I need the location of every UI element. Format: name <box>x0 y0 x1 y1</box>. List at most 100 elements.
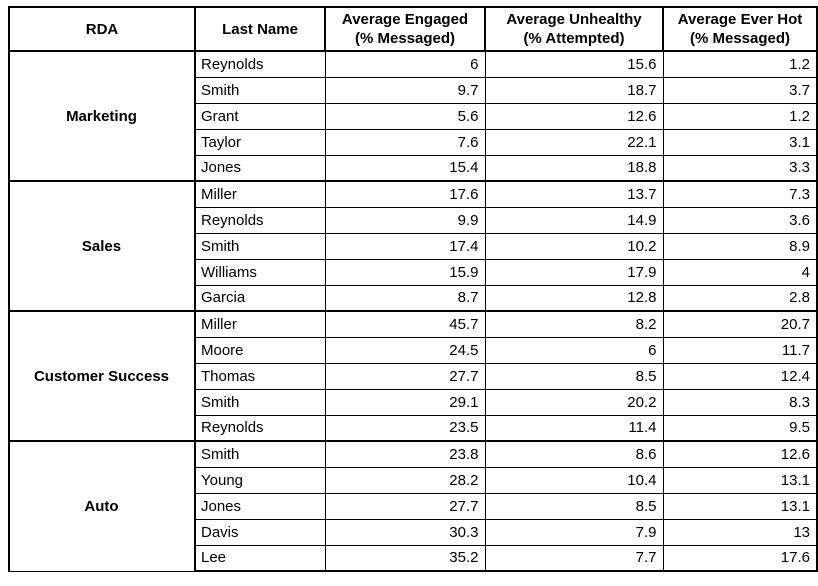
average-unhealthy-cell: 7.9 <box>484 518 664 546</box>
header-average-engaged: Average Engaged (% Messaged) <box>324 6 486 52</box>
table-body: Marketing Reynolds 6 15.6 1.2 Smith 9.7 18.7 3.7… <box>8 50 818 572</box>
header-average-ever-hot-line2: (% Messaged) <box>689 30 791 47</box>
header-last-name: Last Name <box>194 6 326 52</box>
header-average-ever-hot-line1: Average Ever Hot <box>677 11 803 28</box>
average-ever-hot-cell: 7.3 <box>662 180 818 208</box>
average-ever-hot-cell: 13 <box>662 518 818 546</box>
average-ever-hot-cell: 13.1 <box>662 466 818 494</box>
average-ever-hot-cell: 17.6 <box>662 544 818 572</box>
average-unhealthy-cell: 12.6 <box>484 102 664 130</box>
average-engaged-cell: 17.4 <box>324 232 486 260</box>
table-row: Grant 5.6 12.6 1.2 <box>9 102 818 130</box>
average-unhealthy-cell: 8.2 <box>484 310 664 338</box>
average-engaged-cell: 30.3 <box>324 518 486 546</box>
average-engaged-cell: 23.8 <box>324 440 486 468</box>
average-unhealthy-cell: 18.8 <box>484 154 664 182</box>
average-unhealthy-cell: 7.7 <box>484 544 664 572</box>
rda-group-cell: Auto <box>8 440 196 572</box>
average-ever-hot-cell: 12.4 <box>662 362 818 390</box>
last-name-cell: Miller <box>194 180 326 208</box>
average-engaged-cell: 8.7 <box>324 284 486 312</box>
last-name-cell: Young <box>194 466 326 494</box>
average-unhealthy-cell: 13.7 <box>484 180 664 208</box>
average-unhealthy-cell: 6 <box>484 336 664 364</box>
last-name-cell: Lee <box>194 544 326 572</box>
average-ever-hot-cell: 20.7 <box>662 310 818 338</box>
last-name-cell: Jones <box>194 492 326 520</box>
header-average-engaged-line1: Average Engaged <box>341 11 469 28</box>
rda-group-cell: Customer Success <box>8 310 196 442</box>
average-ever-hot-cell: 3.1 <box>662 128 818 156</box>
average-ever-hot-cell: 8.9 <box>662 232 818 260</box>
average-ever-hot-cell: 3.3 <box>662 154 818 182</box>
data-table: RDA Last Name Average Engaged (% Message… <box>8 6 818 572</box>
average-ever-hot-cell: 3.7 <box>662 76 818 104</box>
average-ever-hot-cell: 12.6 <box>662 440 818 468</box>
table-row: Sales Miller 17.6 13.7 7.3 <box>8 180 818 312</box>
average-engaged-cell: 28.2 <box>324 466 486 494</box>
last-name-cell: Taylor <box>194 128 326 156</box>
average-engaged-cell: 7.6 <box>324 128 486 156</box>
last-name-cell: Jones <box>194 154 326 182</box>
average-engaged-cell: 27.7 <box>324 492 486 520</box>
average-ever-hot-cell: 1.2 <box>662 50 818 78</box>
average-engaged-cell: 6 <box>324 50 486 78</box>
table-row: Williams 15.9 17.9 4 <box>9 258 818 286</box>
average-engaged-cell: 35.2 <box>324 544 486 572</box>
header-average-unhealthy-line2: (% Attempted) <box>523 30 625 47</box>
table-row: Taylor 7.6 22.1 3.1 <box>9 128 818 156</box>
average-ever-hot-cell: 3.6 <box>662 206 818 234</box>
rda-group-cell: Marketing <box>8 50 196 182</box>
table-row: Lee 35.2 7.7 17.6 <box>9 544 818 572</box>
average-engaged-cell: 9.7 <box>324 76 486 104</box>
average-engaged-cell: 17.6 <box>324 180 486 208</box>
last-name-cell: Smith <box>194 440 326 468</box>
header-average-engaged-line2: (% Messaged) <box>354 30 456 47</box>
average-engaged-cell: 9.9 <box>324 206 486 234</box>
table-row: Smith 17.4 10.2 8.9 <box>9 232 818 260</box>
average-ever-hot-cell: 4 <box>662 258 818 286</box>
table-row: Young 28.2 10.4 13.1 <box>9 466 818 494</box>
last-name-cell: Smith <box>194 76 326 104</box>
average-unhealthy-cell: 18.7 <box>484 76 664 104</box>
table-row: Jones 15.4 18.8 3.3 <box>9 154 818 182</box>
average-unhealthy-cell: 10.2 <box>484 232 664 260</box>
average-unhealthy-cell: 11.4 <box>484 414 664 442</box>
average-engaged-cell: 45.7 <box>324 310 486 338</box>
last-name-cell: Davis <box>194 518 326 546</box>
average-engaged-cell: 15.4 <box>324 154 486 182</box>
last-name-cell: Reynolds <box>194 206 326 234</box>
table-row: Customer Success Miller 45.7 8.2 20.7 <box>8 310 818 442</box>
last-name-cell: Grant <box>194 102 326 130</box>
table-row: Reynolds 23.5 11.4 9.5 <box>9 414 818 442</box>
header-row: RDA Last Name Average Engaged (% Message… <box>8 6 818 52</box>
average-ever-hot-cell: 8.3 <box>662 388 818 416</box>
last-name-cell: Smith <box>194 232 326 260</box>
average-ever-hot-cell: 13.1 <box>662 492 818 520</box>
header-average-ever-hot: Average Ever Hot (% Messaged) <box>662 6 818 52</box>
table-row: Marketing Reynolds 6 15.6 1.2 <box>8 50 818 182</box>
average-ever-hot-cell: 2.8 <box>662 284 818 312</box>
average-ever-hot-cell: 11.7 <box>662 336 818 364</box>
last-name-cell: Williams <box>194 258 326 286</box>
header-average-unhealthy: Average Unhealthy (% Attempted) <box>484 6 664 52</box>
table-row: Auto Smith 23.8 8.6 12.6 <box>8 440 818 572</box>
average-unhealthy-cell: 17.9 <box>484 258 664 286</box>
average-engaged-cell: 29.1 <box>324 388 486 416</box>
last-name-cell: Thomas <box>194 362 326 390</box>
last-name-cell: Garcia <box>194 284 326 312</box>
average-engaged-cell: 24.5 <box>324 336 486 364</box>
header-rda: RDA <box>8 6 196 52</box>
table-row: Davis 30.3 7.9 13 <box>9 518 818 546</box>
average-unhealthy-cell: 8.5 <box>484 492 664 520</box>
last-name-cell: Miller <box>194 310 326 338</box>
table-container: RDA Last Name Average Engaged (% Message… <box>8 6 818 572</box>
average-unhealthy-cell: 14.9 <box>484 206 664 234</box>
header-average-unhealthy-line1: Average Unhealthy <box>506 11 642 28</box>
average-unhealthy-cell: 8.5 <box>484 362 664 390</box>
average-engaged-cell: 15.9 <box>324 258 486 286</box>
average-unhealthy-cell: 10.4 <box>484 466 664 494</box>
average-unhealthy-cell: 15.6 <box>484 50 664 78</box>
last-name-cell: Moore <box>194 336 326 364</box>
average-unhealthy-cell: 22.1 <box>484 128 664 156</box>
